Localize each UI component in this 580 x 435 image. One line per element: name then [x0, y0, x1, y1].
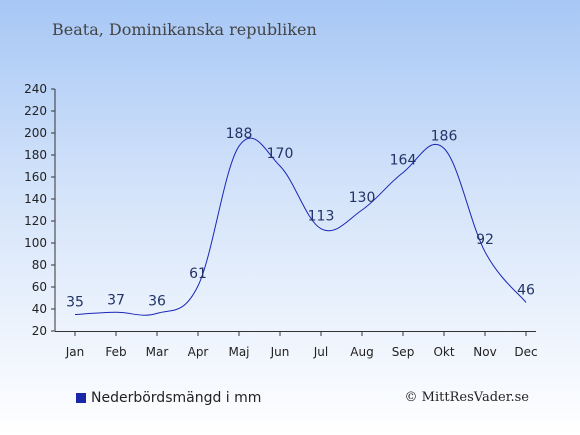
- x-tick-label: Sep: [392, 345, 415, 359]
- y-tick-label: 40: [32, 302, 47, 316]
- x-tick-label: Maj: [228, 345, 249, 359]
- data-labels: 35 37 36 61 188 170 113 130 164 186 92 46: [66, 126, 535, 310]
- y-tick-label: 80: [32, 258, 47, 272]
- data-label: 92: [476, 232, 494, 248]
- y-tick-label: 180: [24, 148, 47, 162]
- legend-swatch: [76, 393, 86, 403]
- x-axis-ticks: Jan Feb Mar Apr Maj Jun Jul Aug Sep Okt Nov Dec: [65, 331, 538, 359]
- y-tick-label: 240: [24, 82, 47, 96]
- credit-text: © MittResVader.se: [404, 390, 529, 405]
- y-tick-label: 200: [24, 126, 47, 140]
- data-label: 113: [308, 209, 335, 225]
- data-label: 46: [517, 282, 535, 298]
- x-tick-label: Apr: [188, 345, 209, 359]
- data-label: 164: [390, 153, 417, 169]
- y-tick-label: 120: [24, 214, 47, 228]
- y-tick-label: 140: [24, 192, 47, 206]
- series-group: [74, 137, 527, 316]
- data-label: 170: [267, 146, 294, 162]
- x-tick-label: Okt: [433, 345, 454, 359]
- data-label: 37: [107, 292, 125, 308]
- y-tick-label: 20: [32, 324, 47, 338]
- x-tick-label: Jan: [65, 345, 85, 359]
- y-tick-label: 220: [24, 104, 47, 118]
- y-tick-label: 60: [32, 280, 47, 294]
- data-label: 36: [148, 293, 166, 309]
- data-label: 61: [189, 266, 207, 282]
- x-tick-label: Feb: [105, 345, 126, 359]
- x-tick-label: Dec: [514, 345, 537, 359]
- chart-axes: [54, 89, 536, 332]
- x-tick-label: Jul: [313, 345, 328, 359]
- y-tick-label: 160: [24, 170, 47, 184]
- x-tick-label: Nov: [473, 345, 496, 359]
- x-tick-label: Mar: [146, 345, 169, 359]
- y-tick-label: 100: [24, 236, 47, 250]
- x-tick-label: Jun: [270, 345, 290, 359]
- page-title: Beata, Dominikanska republiken: [52, 20, 317, 39]
- x-tick-label: Aug: [350, 345, 373, 359]
- legend: Nederbördsmängd i mm: [76, 390, 261, 406]
- data-label: 35: [66, 295, 84, 311]
- series-line: [74, 137, 527, 316]
- data-label: 188: [226, 126, 253, 142]
- data-label: 186: [431, 128, 458, 144]
- y-axis-ticks: 20 40 60 80 100 120 140 160 180 200 220 240: [24, 82, 55, 338]
- legend-label: Nederbördsmängd i mm: [91, 390, 262, 406]
- data-label: 130: [349, 190, 376, 206]
